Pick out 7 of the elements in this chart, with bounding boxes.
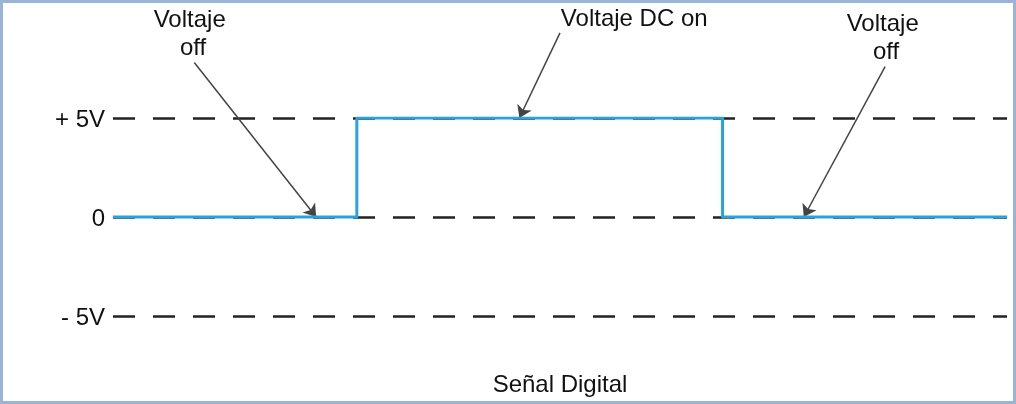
y-tick-label: - 5V bbox=[60, 302, 105, 330]
y-tick-label: 0 bbox=[91, 203, 105, 231]
text: Voltaje off bbox=[153, 5, 233, 61]
text: Voltaje DC on bbox=[560, 3, 708, 31]
x-axis-title: Señal Digital bbox=[492, 369, 628, 397]
text: Voltaje off bbox=[846, 9, 926, 65]
y-tick-label: + 5V bbox=[54, 104, 105, 132]
